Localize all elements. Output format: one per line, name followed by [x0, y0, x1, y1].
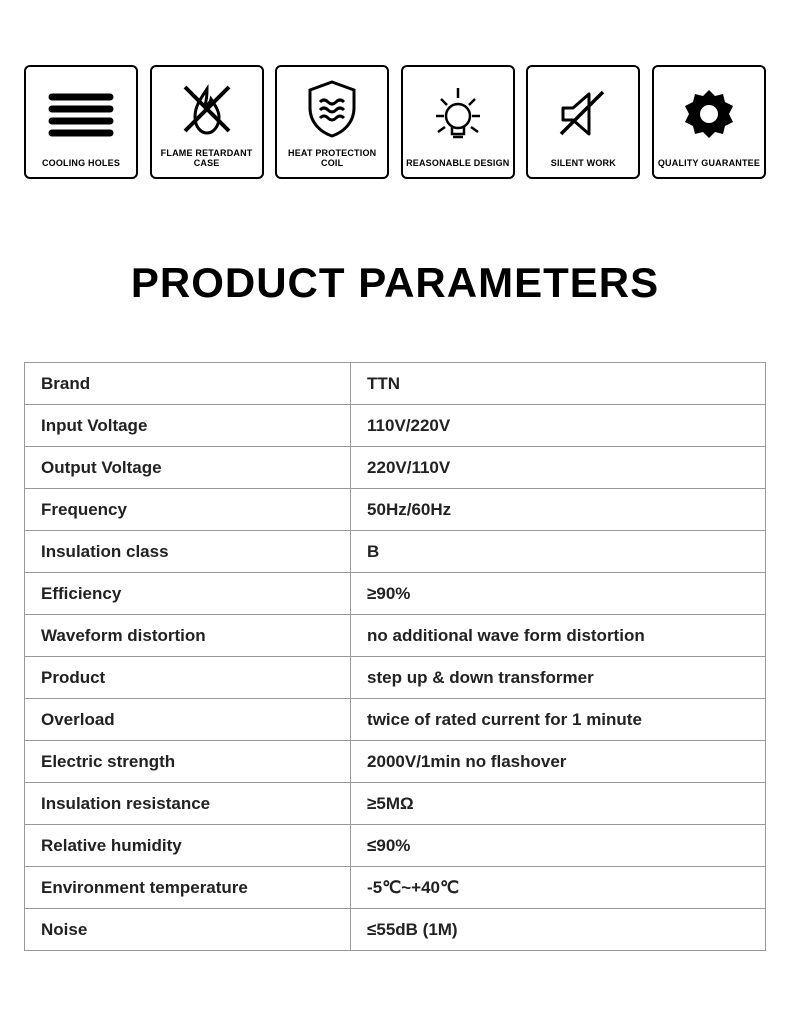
param-key: Waveform distortion — [25, 615, 351, 657]
table-row: Input Voltage110V/220V — [25, 405, 766, 447]
param-key: Input Voltage — [25, 405, 351, 447]
param-value: twice of rated current for 1 minute — [351, 699, 766, 741]
table-row: Electric strength2000V/1min no flashover — [25, 741, 766, 783]
table-row: Insulation classB — [25, 531, 766, 573]
table-row: Environment temperature-5℃~+40℃ — [25, 867, 766, 909]
feature-quality-guarantee: QUALITY GUARANTEE — [652, 65, 766, 179]
param-key: Frequency — [25, 489, 351, 531]
table-row: Waveform distortionno additional wave fo… — [25, 615, 766, 657]
param-value: step up & down transformer — [351, 657, 766, 699]
feature-reasonable-design: REASONABLE DESIGN — [401, 65, 515, 179]
param-value: ≤90% — [351, 825, 766, 867]
cooling-holes-icon — [28, 73, 134, 155]
feature-label: FLAME RETARDANT CASE — [154, 145, 260, 169]
param-key: Environment temperature — [25, 867, 351, 909]
param-value: no additional wave form distortion — [351, 615, 766, 657]
param-key: Noise — [25, 909, 351, 951]
feature-silent-work: SILENT WORK — [526, 65, 640, 179]
table-row: Frequency50Hz/60Hz — [25, 489, 766, 531]
feature-flame-retardant: FLAME RETARDANT CASE — [150, 65, 264, 179]
param-key: Insulation resistance — [25, 783, 351, 825]
table-row: Insulation resistance≥5MΩ — [25, 783, 766, 825]
flame-retardant-icon — [154, 73, 260, 145]
feature-label: HEAT PROTECTION COIL — [279, 145, 385, 169]
table-row: Output Voltage220V/110V — [25, 447, 766, 489]
quality-guarantee-icon — [656, 73, 762, 155]
param-key: Overload — [25, 699, 351, 741]
param-value: -5℃~+40℃ — [351, 867, 766, 909]
param-value: B — [351, 531, 766, 573]
param-key: Efficiency — [25, 573, 351, 615]
param-key: Product — [25, 657, 351, 699]
param-value: TTN — [351, 363, 766, 405]
param-value: 220V/110V — [351, 447, 766, 489]
feature-label: COOLING HOLES — [42, 155, 120, 169]
param-value: ≥5MΩ — [351, 783, 766, 825]
feature-label: SILENT WORK — [551, 155, 616, 169]
param-value: ≥90% — [351, 573, 766, 615]
param-key: Electric strength — [25, 741, 351, 783]
param-key: Insulation class — [25, 531, 351, 573]
feature-label: REASONABLE DESIGN — [406, 155, 509, 169]
param-key: Output Voltage — [25, 447, 351, 489]
features-row: COOLING HOLES FLAME RETARDANT CASE HEAT … — [0, 0, 790, 179]
table-row: Noise≤55dB (1M) — [25, 909, 766, 951]
page-title: PRODUCT PARAMETERS — [0, 259, 790, 307]
parameters-table-body: BrandTTN Input Voltage110V/220V Output V… — [25, 363, 766, 951]
silent-work-icon — [530, 73, 636, 155]
table-row: Relative humidity≤90% — [25, 825, 766, 867]
param-key: Relative humidity — [25, 825, 351, 867]
param-value: 50Hz/60Hz — [351, 489, 766, 531]
param-key: Brand — [25, 363, 351, 405]
table-row: Efficiency≥90% — [25, 573, 766, 615]
reasonable-design-icon — [405, 73, 511, 155]
heat-protection-icon — [279, 73, 385, 145]
param-value: ≤55dB (1M) — [351, 909, 766, 951]
table-row: Overloadtwice of rated current for 1 min… — [25, 699, 766, 741]
table-row: Productstep up & down transformer — [25, 657, 766, 699]
feature-cooling-holes: COOLING HOLES — [24, 65, 138, 179]
param-value: 2000V/1min no flashover — [351, 741, 766, 783]
feature-heat-protection: HEAT PROTECTION COIL — [275, 65, 389, 179]
table-row: BrandTTN — [25, 363, 766, 405]
feature-label: QUALITY GUARANTEE — [658, 155, 760, 169]
parameters-table: BrandTTN Input Voltage110V/220V Output V… — [24, 362, 766, 951]
param-value: 110V/220V — [351, 405, 766, 447]
